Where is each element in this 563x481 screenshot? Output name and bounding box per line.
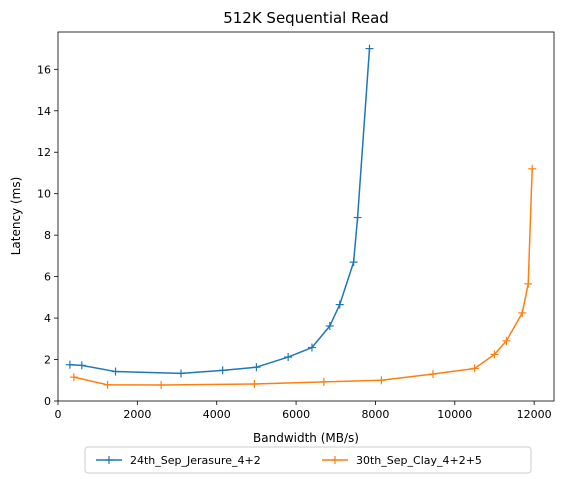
x-axis-label: Bandwidth (MB/s): [253, 431, 359, 445]
data-point: [336, 301, 344, 309]
data-point: [104, 381, 112, 389]
data-point: [284, 353, 292, 361]
data-point: [66, 361, 74, 369]
x-tick-label: 0: [55, 408, 62, 421]
data-point: [70, 373, 78, 381]
y-tick-label: 2: [44, 354, 51, 367]
y-tick-label: 0: [44, 395, 51, 408]
x-tick-label: 8000: [361, 408, 389, 421]
data-point: [112, 368, 120, 376]
data-point: [157, 381, 165, 389]
plot-area: 0 2000 4000 6000 8000 10000 12000 0 2 4 6 8 10 12 14 16: [37, 32, 554, 421]
y-tick-label: 10: [37, 188, 51, 201]
data-point: [252, 363, 260, 371]
data-point: [177, 369, 185, 377]
data-point: [219, 366, 227, 374]
y-tick-label: 14: [37, 105, 51, 118]
data-point: [365, 45, 373, 53]
y-tick-label: 8: [44, 229, 51, 242]
data-point: [320, 378, 328, 386]
series-line-1: [70, 49, 370, 374]
data-point: [78, 361, 86, 369]
data-point: [528, 165, 536, 173]
legend: 24th_Sep_Jerasure_4+2 30th_Sep_Clay_4+2+5: [85, 447, 531, 473]
y-tick-label: 12: [37, 146, 51, 159]
x-tick-label: 10000: [437, 408, 472, 421]
plot-frame: [58, 32, 554, 401]
chart-title: 512K Sequential Read: [223, 9, 389, 27]
data-point: [429, 370, 437, 378]
x-tick-label: 12000: [517, 408, 552, 421]
data-point: [354, 214, 362, 222]
legend-label: 30th_Sep_Clay_4+2+5: [356, 454, 482, 467]
data-point: [350, 258, 358, 266]
x-tick-label: 2000: [123, 408, 151, 421]
x-tick-label: 6000: [282, 408, 310, 421]
series-line-2: [74, 169, 532, 385]
y-axis-label: Latency (ms): [9, 177, 23, 256]
y-tick-label: 6: [44, 271, 51, 284]
data-point: [524, 280, 532, 288]
data-point: [377, 376, 385, 384]
legend-label: 24th_Sep_Jerasure_4+2: [130, 454, 261, 467]
y-tick-label: 4: [44, 312, 51, 325]
x-tick-label: 4000: [203, 408, 231, 421]
data-point: [518, 309, 526, 317]
y-tick-label: 16: [37, 63, 51, 76]
data-point: [250, 380, 258, 388]
